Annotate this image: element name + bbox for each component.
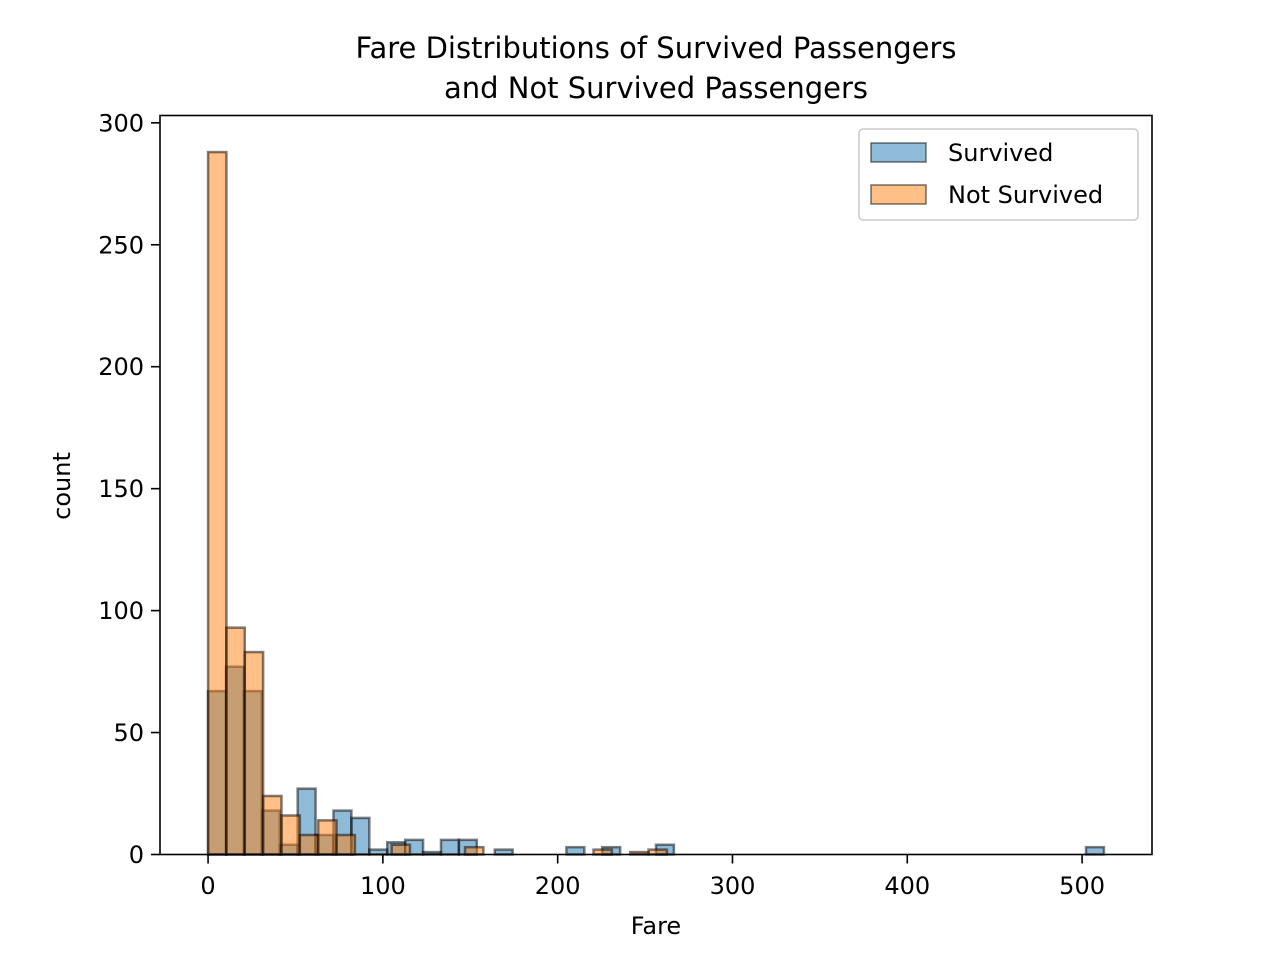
x-tick-label: 200 [535,872,581,900]
x-tick-label: 300 [710,872,756,900]
plot-frame [159,114,1153,856]
legend-label-not-survived: Not Survived [948,181,1103,209]
x-tick-label: 400 [884,872,930,900]
legend: Survived Not Survived [858,128,1139,221]
x-tick-label: 0 [200,872,215,900]
not-survived-bar [463,845,485,856]
chart-title-line-1: Fare Distributions of Survived Passenger… [355,31,956,65]
not-survived-bar [316,819,338,856]
y-tick-label: 100 [98,597,144,625]
not-survived-bar [243,650,265,856]
survived-bar [1084,845,1106,856]
survived-bar [439,838,461,856]
not-survived-bars [206,150,669,856]
legend-swatch-not-survived [870,184,927,205]
y-tick-label: 50 [113,719,144,747]
y-tick-label: 300 [98,109,144,137]
y-axis-label: count [48,452,76,520]
x-axis-ticks: 0 100 200 300 400 500 [200,854,1105,900]
y-tick-label: 250 [98,231,144,259]
not-survived-bar [261,794,283,856]
y-tick-label: 200 [98,353,144,381]
chart-title-line-2: and Not Survived Passengers [444,71,868,105]
not-survived-bar [298,833,320,856]
x-tick-label: 100 [360,872,406,900]
x-axis-label: Fare [631,912,681,940]
survived-bar [565,845,586,856]
y-tick-label: 0 [129,841,144,869]
not-survived-bar [390,843,412,856]
not-survived-bar [280,814,302,856]
x-tick-label: 500 [1059,872,1105,900]
plot-area [160,115,1152,855]
legend-box [858,128,1139,221]
legend-swatch-survived [870,142,927,163]
y-tick-label: 150 [98,475,144,503]
not-survived-bar [225,626,247,856]
legend-label-survived: Survived [948,139,1053,167]
y-axis-ticks: 0 50 100 150 200 250 300 [98,109,160,869]
not-survived-bar [335,833,357,856]
not-survived-bar [206,150,228,856]
